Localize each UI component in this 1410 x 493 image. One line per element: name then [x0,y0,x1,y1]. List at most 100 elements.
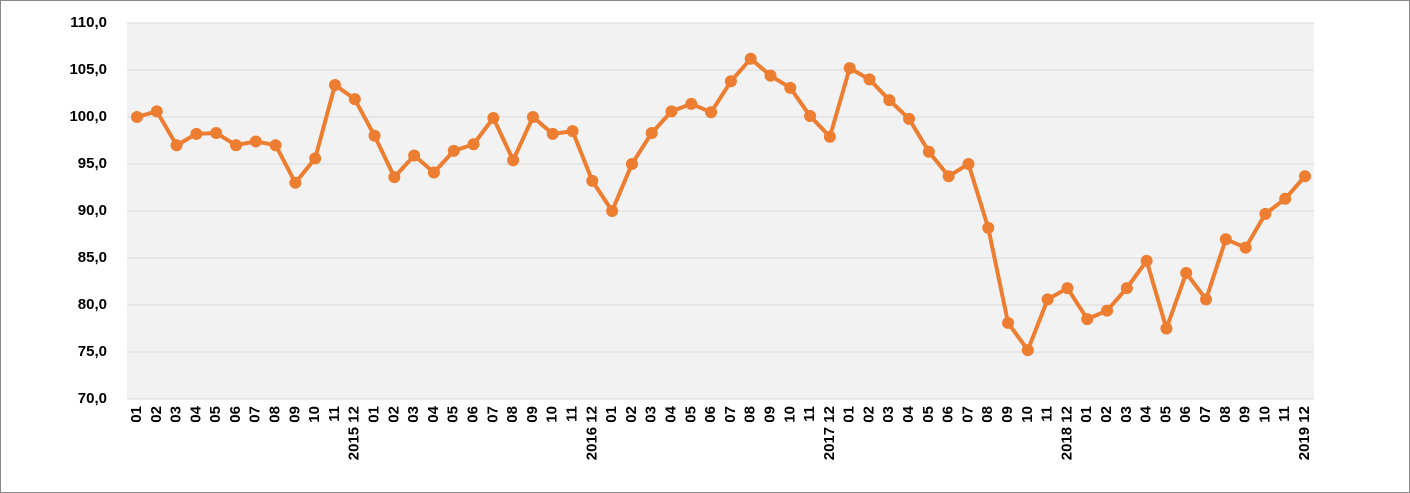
x-tick-label: 04 [900,405,917,422]
x-tick-label: 03 [880,406,897,423]
x-tick-label: 10 [781,406,798,423]
y-tick-label: 95,0 [78,155,107,172]
x-tick-label: 08 [742,406,759,423]
point [903,112,916,125]
y-tick-label: 90,0 [78,202,107,219]
point [942,170,955,183]
x-tick-label: 01 [128,406,145,423]
point [784,81,797,94]
x-tick-label: 07 [484,406,501,423]
point [368,129,381,142]
y-tick-label: 105,0 [69,61,107,78]
x-tick-label: 11 [563,406,580,422]
x-tick-label: 01 [1078,406,1095,423]
x-tick-label: 06 [1177,406,1194,423]
point [883,94,896,107]
point [229,139,242,152]
y-tick-label: 70,0 [78,390,107,407]
x-tick-label: 05 [445,406,462,423]
x-tick-label: 08 [1217,406,1234,423]
point [665,105,678,118]
x-tick-label: 07 [247,406,264,423]
point [131,111,143,123]
x-tick-label: 03 [1118,406,1135,423]
x-tick-label: 03 [168,406,185,423]
point [764,69,777,82]
x-tick-label: 05 [920,406,937,423]
x-tick-label: 01 [841,406,858,423]
x-tick-label: 05 [1157,406,1174,423]
x-tick-label: 08 [979,406,996,423]
point [467,138,480,151]
point [289,176,302,189]
point [922,145,935,158]
point [863,73,876,86]
point [309,152,322,165]
point [982,221,995,234]
point [348,93,361,106]
point [1101,304,1114,317]
x-tick-label: 02 [1098,406,1115,423]
x-tick-label: 2018 12 [1058,406,1075,460]
x-tick-label: 2015 12 [346,406,363,460]
point [724,75,737,88]
x-tick-label: 2019 12 [1296,406,1313,460]
point [1200,293,1213,306]
x-tick-label: 04 [1138,405,1155,422]
x-tick-label: 09 [524,406,541,423]
point [645,126,658,139]
point [1160,322,1173,335]
x-tick-label: 06 [702,406,719,423]
point [427,166,440,179]
x-tick-label: 03 [405,406,422,423]
point [1299,170,1311,183]
point [1041,293,1054,306]
x-tick-label: 04 [187,405,204,422]
x-tick-label: 01 [366,406,383,423]
point [210,126,223,139]
point [1219,233,1232,246]
point [1259,207,1272,220]
x-tick-label: 08 [267,406,284,423]
point [962,158,975,170]
x-tick-label: 10 [306,406,323,423]
x-tick-label: 07 [959,406,976,423]
x-tick-label: 09 [1237,406,1254,423]
point [1140,254,1153,267]
point [843,62,856,75]
x-tick-label: 08 [504,406,521,423]
x-tick-label: 07 [722,406,739,423]
point [566,125,579,138]
y-tick-label: 100,0 [69,108,107,125]
point [804,110,817,123]
point [606,205,619,217]
y-tick-label: 80,0 [78,296,107,313]
x-tick-label: 10 [1019,406,1036,423]
x-tick-label: 09 [761,406,778,423]
point [269,139,282,152]
point [1120,282,1133,295]
point [328,79,341,92]
x-tick-label: 2017 12 [821,406,838,460]
point [1061,282,1074,295]
x-tick-label: 02 [148,406,165,423]
point [586,174,599,187]
point [487,111,500,124]
point [625,158,638,170]
x-tick-label: 06 [465,406,482,423]
x-tick-label: 02 [385,406,402,423]
x-tick-label: 03 [643,406,660,423]
point [150,105,163,118]
point [190,127,203,140]
x-tick-label: 04 [662,405,679,422]
x-tick-label: 06 [940,406,957,423]
x-tick-label: 10 [544,406,561,423]
x-tick-label: 09 [999,406,1016,423]
point [388,171,401,184]
x-tick-label: 11 [326,406,343,422]
point [249,135,262,148]
x-tick-label: 10 [1256,406,1273,423]
x-tick-label: 04 [425,405,442,422]
x-tick-label: 06 [227,406,244,423]
